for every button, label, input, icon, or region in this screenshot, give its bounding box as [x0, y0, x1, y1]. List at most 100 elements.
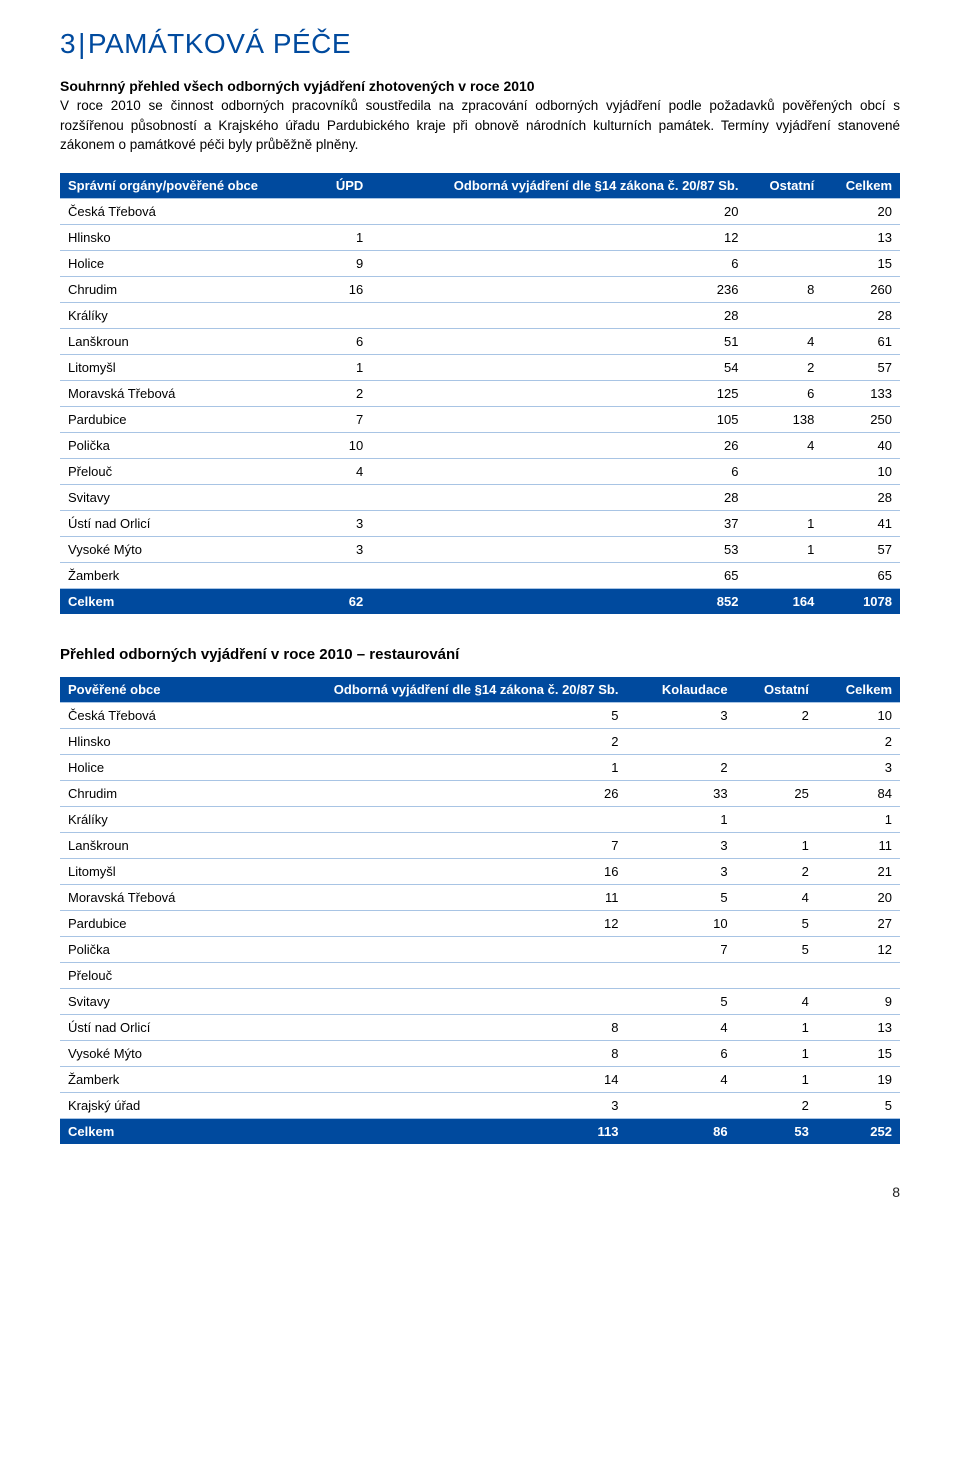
summary-body: V roce 2010 se činnost odborných pracovn… — [60, 96, 900, 155]
table-cell: 19 — [817, 1066, 900, 1092]
table-cell: Litomyšl — [60, 858, 225, 884]
table-total-cell: 113 — [225, 1118, 627, 1144]
table-cell: 57 — [822, 354, 900, 380]
table-total-cell: 164 — [746, 588, 822, 614]
table-cell: 1 — [225, 754, 627, 780]
table-cell: 2 — [736, 858, 817, 884]
table-header-cell: Celkem — [822, 173, 900, 199]
table-header-cell: Pověřené obce — [60, 677, 225, 703]
section2-title: Přehled odborných vyjádření v roce 2010 … — [60, 646, 900, 663]
heading-title: PAMÁTKOVÁ PÉČE — [88, 28, 351, 59]
table-cell: 1 — [746, 510, 822, 536]
table-cell: 6 — [626, 1040, 735, 1066]
table-cell: 1 — [626, 806, 735, 832]
table-header-cell: Kolaudace — [626, 677, 735, 703]
table-cell: Pardubice — [60, 406, 317, 432]
table-cell: Lanškroun — [60, 328, 317, 354]
table-cell: 5 — [736, 936, 817, 962]
table-cell: 1 — [317, 224, 371, 250]
table-row: Přelouč — [60, 962, 900, 988]
table-cell — [736, 962, 817, 988]
table-row: Lanškroun73111 — [60, 832, 900, 858]
table-cell: Ústí nad Orlicí — [60, 510, 317, 536]
table-row: Polička7512 — [60, 936, 900, 962]
table-cell: Žamberk — [60, 1066, 225, 1092]
table-cell: 27 — [817, 910, 900, 936]
table-header-cell: Celkem — [817, 677, 900, 703]
table-header-cell: Odborná vyjádření dle §14 zákona č. 20/8… — [225, 677, 627, 703]
table-cell — [736, 806, 817, 832]
table-cell: 10 — [817, 702, 900, 728]
table-total-cell: Celkem — [60, 588, 317, 614]
table-cell: Česká Třebová — [60, 702, 225, 728]
table-cell: 14 — [225, 1066, 627, 1092]
table-cell: Holice — [60, 754, 225, 780]
table-cell: 26 — [371, 432, 746, 458]
heading-separator: | — [76, 28, 88, 59]
table-cell: 28 — [822, 302, 900, 328]
table-cell — [317, 198, 371, 224]
table-cell: 28 — [371, 302, 746, 328]
table-cell — [736, 754, 817, 780]
table-cell: 2 — [225, 728, 627, 754]
table-cell: 25 — [736, 780, 817, 806]
table-cell: Litomyšl — [60, 354, 317, 380]
table-cell: 1 — [736, 1040, 817, 1066]
table-cell: 1 — [736, 1066, 817, 1092]
table-cell: 8 — [746, 276, 822, 302]
table-cell: 10 — [822, 458, 900, 484]
table-total-cell: 1078 — [822, 588, 900, 614]
table-cell: 4 — [317, 458, 371, 484]
table-cell: 84 — [817, 780, 900, 806]
table-cell: 11 — [817, 832, 900, 858]
table-cell: 5 — [626, 884, 735, 910]
table-cell: 1 — [736, 1014, 817, 1040]
table-cell — [317, 484, 371, 510]
table-cell: 4 — [626, 1066, 735, 1092]
table-cell: 15 — [822, 250, 900, 276]
table-cell: 8 — [225, 1014, 627, 1040]
table-cell — [736, 728, 817, 754]
table-cell: 2 — [736, 702, 817, 728]
table-cell: 3 — [225, 1092, 627, 1118]
table-cell: 4 — [746, 328, 822, 354]
table-cell — [317, 562, 371, 588]
table-cell — [626, 962, 735, 988]
table-cell: 53 — [371, 536, 746, 562]
table-total-cell: 252 — [817, 1118, 900, 1144]
table-cell: 7 — [317, 406, 371, 432]
table-row: Holice123 — [60, 754, 900, 780]
table-cell: 250 — [822, 406, 900, 432]
table-cell: 5 — [817, 1092, 900, 1118]
table-cell: 2 — [817, 728, 900, 754]
table-cell — [746, 224, 822, 250]
table-cell: Moravská Třebová — [60, 884, 225, 910]
table-row: Hlinsko11213 — [60, 224, 900, 250]
table-cell: 13 — [822, 224, 900, 250]
table-cell: 7 — [225, 832, 627, 858]
table-cell — [746, 484, 822, 510]
table-cell: Svitavy — [60, 484, 317, 510]
table-row: Litomyšl154257 — [60, 354, 900, 380]
table-row: Ústí nad Orlicí337141 — [60, 510, 900, 536]
table-cell: 105 — [371, 406, 746, 432]
table-cell: 9 — [817, 988, 900, 1014]
table-row: Přelouč4610 — [60, 458, 900, 484]
table-cell: 20 — [817, 884, 900, 910]
table-cell: 26 — [225, 780, 627, 806]
table-cell: 57 — [822, 536, 900, 562]
table-cell: 65 — [371, 562, 746, 588]
page-number: 8 — [60, 1184, 900, 1200]
table-row: Svitavy2828 — [60, 484, 900, 510]
table-row: Česká Třebová2020 — [60, 198, 900, 224]
table-cell — [225, 962, 627, 988]
table-cell: Polička — [60, 936, 225, 962]
table-cell: Králíky — [60, 806, 225, 832]
table-row: Žamberk144119 — [60, 1066, 900, 1092]
table-cell: 65 — [822, 562, 900, 588]
table-cell — [746, 562, 822, 588]
table-cell: 6 — [746, 380, 822, 406]
summary-title: Souhrnný přehled všech odborných vyjádře… — [60, 78, 900, 94]
table-cell: Přelouč — [60, 458, 317, 484]
table-cell: 28 — [371, 484, 746, 510]
